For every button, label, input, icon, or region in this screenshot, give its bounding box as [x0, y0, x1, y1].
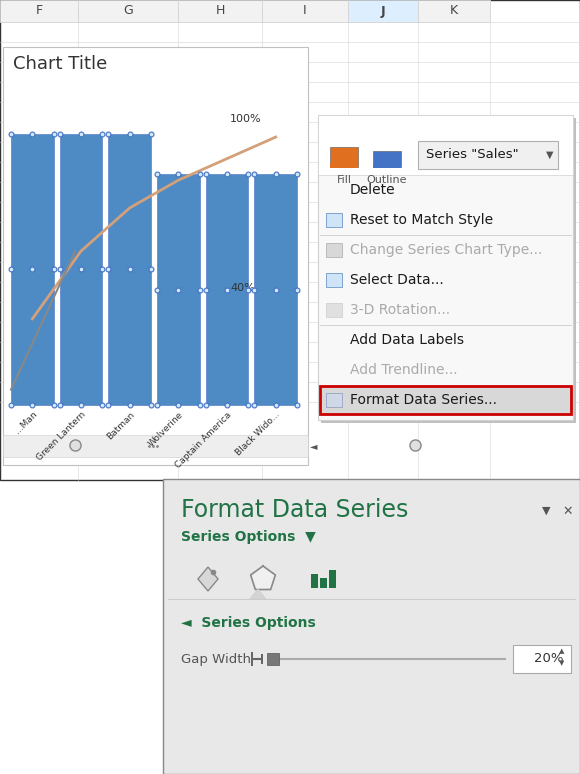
Text: ▼: ▼ [559, 660, 564, 666]
Text: Reset to Match Style: Reset to Match Style [350, 213, 493, 227]
Bar [326, 243, 342, 257]
Text: Chart Title: Chart Title [13, 55, 107, 73]
Text: Select Data...: Select Data... [350, 273, 444, 287]
Bar [255, 174, 297, 405]
Text: ...Man: ...Man [13, 410, 39, 436]
Bar [0, 0, 580, 480]
Text: I: I [303, 5, 307, 18]
Text: Captain America: Captain America [174, 410, 233, 470]
Text: 40%: 40% [230, 283, 255, 293]
Bar [321, 118, 576, 423]
Bar [78, 0, 178, 22]
Text: Add Data Labels: Add Data Labels [350, 333, 464, 347]
Text: Change Series Chart Type...: Change Series Chart Type... [350, 243, 542, 257]
Bar [326, 393, 342, 407]
Bar [3, 47, 308, 465]
Text: Delete: Delete [350, 183, 396, 197]
Text: Green Lantern: Green Lantern [35, 410, 88, 463]
Text: Add Trendline...: Add Trendline... [350, 363, 458, 377]
Bar [11, 134, 54, 405]
Bar [348, 0, 418, 22]
Bar [320, 386, 571, 414]
Text: Outline: Outline [367, 175, 407, 185]
Text: Series "Sales": Series "Sales" [426, 149, 519, 162]
Text: Black Wido...: Black Wido... [234, 410, 282, 457]
Bar [373, 151, 401, 167]
Bar [326, 213, 342, 227]
Bar [373, 164, 401, 168]
Text: G: G [123, 5, 133, 18]
Bar [163, 479, 580, 774]
Bar [262, 0, 348, 22]
Bar [513, 645, 571, 673]
Text: J: J [380, 5, 385, 18]
Bar [320, 578, 327, 588]
Text: ◄  Series Options: ◄ Series Options [181, 616, 316, 630]
Polygon shape [198, 567, 218, 591]
Bar [418, 0, 490, 22]
Text: 20%: 20% [534, 652, 564, 666]
Bar [330, 163, 358, 168]
Text: Format Data Series: Format Data Series [181, 498, 408, 522]
Text: ✕: ✕ [562, 505, 572, 518]
Bar [60, 134, 103, 405]
Text: ▼: ▼ [546, 150, 553, 160]
Text: 3-D Rotation...: 3-D Rotation... [350, 303, 450, 317]
Bar [261, 654, 263, 664]
Polygon shape [251, 566, 276, 590]
Bar [178, 0, 262, 22]
Bar [330, 147, 358, 167]
Text: 100%: 100% [230, 114, 262, 124]
Bar [157, 174, 200, 405]
Bar [318, 115, 573, 420]
Bar [318, 115, 573, 175]
Text: Wolverine: Wolverine [146, 410, 185, 448]
Text: F: F [35, 5, 42, 18]
Text: Fill: Fill [336, 175, 351, 185]
Text: ◄: ◄ [310, 441, 317, 451]
Text: ▲: ▲ [559, 648, 564, 654]
Bar [3, 435, 308, 457]
Text: Format Data Series...: Format Data Series... [350, 393, 497, 407]
Text: Gap Width: Gap Width [181, 652, 251, 666]
Bar [206, 174, 248, 405]
Bar [418, 141, 558, 169]
Text: Series Options  ▼: Series Options ▼ [181, 530, 316, 544]
Text: Batman: Batman [105, 410, 136, 441]
Bar [0, 0, 78, 22]
Text: ▼: ▼ [542, 506, 550, 516]
Bar [326, 273, 342, 287]
Bar [108, 134, 151, 405]
Text: K: K [450, 5, 458, 18]
Bar [326, 303, 342, 317]
Bar [329, 570, 336, 588]
Polygon shape [250, 589, 266, 599]
Text: H: H [215, 5, 224, 18]
Bar [251, 652, 253, 666]
Bar [311, 574, 318, 588]
